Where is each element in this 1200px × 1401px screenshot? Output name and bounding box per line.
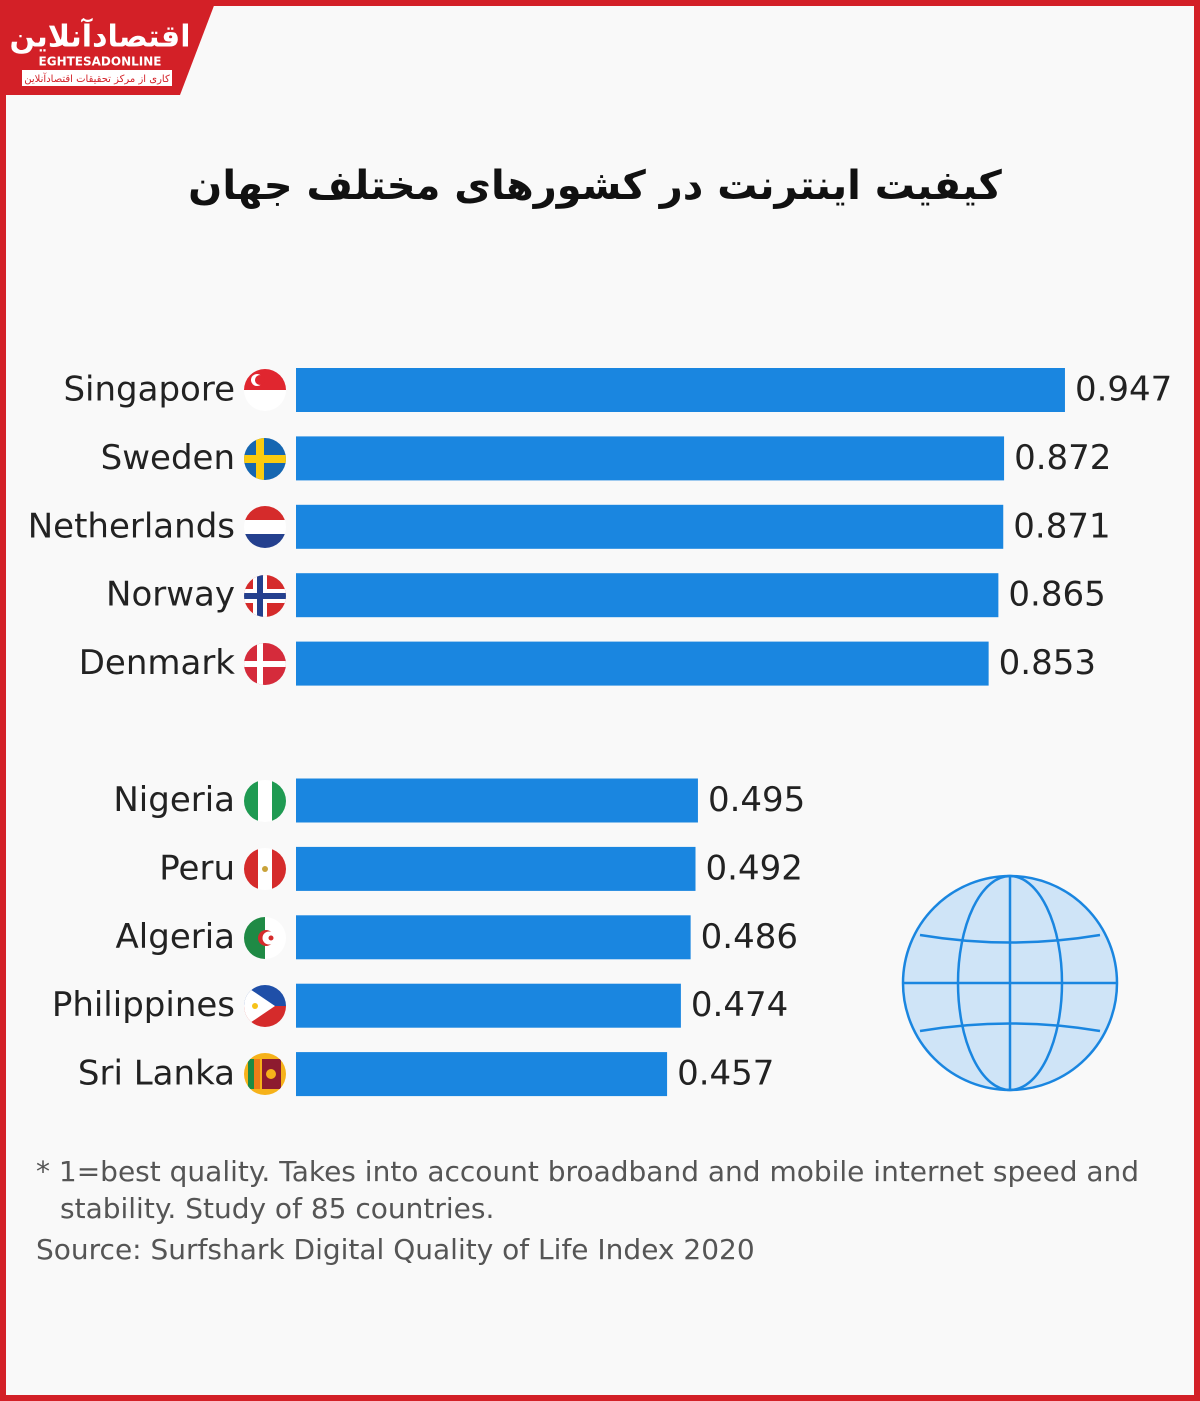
- chart-title: کیفیت اینترنت در کشورهای مختلف جهان: [188, 163, 1002, 209]
- value-label: 0.853: [999, 643, 1096, 683]
- value-label: 0.486: [701, 917, 798, 957]
- value-label: 0.492: [706, 848, 803, 888]
- bar: [296, 915, 691, 960]
- category-label: Philippines: [52, 985, 235, 1025]
- footnote: stability. Study of 85 countries.: [60, 1192, 494, 1225]
- logo-latin: EGHTESADONLINE: [39, 55, 162, 69]
- logo-tag-bg: [22, 70, 172, 86]
- value-label: 0.872: [1014, 438, 1111, 478]
- footnote: * 1=best quality. Takes into account bro…: [36, 1155, 1139, 1188]
- bar: [296, 846, 696, 891]
- source: Source: Surfshark Digital Quality of Lif…: [36, 1233, 755, 1266]
- category-label: Norway: [106, 575, 235, 615]
- category-label: Netherlands: [28, 506, 235, 546]
- bar: [296, 641, 989, 686]
- value-label: 0.457: [677, 1054, 774, 1094]
- bar: [296, 436, 1005, 481]
- category-label: Peru: [159, 848, 235, 888]
- category-label: Sweden: [101, 438, 235, 478]
- value-label: 0.871: [1013, 506, 1110, 546]
- bar: [296, 573, 999, 618]
- category-label: Algeria: [116, 917, 235, 957]
- value-label: 0.474: [691, 985, 788, 1025]
- category-label: Singapore: [63, 370, 235, 410]
- value-label: 0.865: [1008, 575, 1105, 615]
- value-label: 0.495: [708, 780, 805, 820]
- bar: [296, 1052, 668, 1097]
- category-label: Denmark: [79, 643, 236, 683]
- category-label: Sri Lanka: [78, 1054, 235, 1094]
- bar-area: Singapore 0.947 Sweden 0.872 Netherlands 0.87…: [28, 368, 1172, 1097]
- value-label: 0.947: [1075, 370, 1172, 410]
- bar: [296, 778, 698, 823]
- bar: [296, 368, 1065, 412]
- bar: [296, 983, 681, 1028]
- logo-name: اقتصادآنلاین: [10, 18, 191, 55]
- logo-tagline: کاری از مرکز تحقیقات اقتصادآنلاین: [24, 72, 170, 85]
- category-label: Nigeria: [113, 780, 235, 820]
- globe-icon: [901, 874, 1119, 1092]
- bar: [296, 504, 1004, 549]
- flags: [244, 369, 286, 1095]
